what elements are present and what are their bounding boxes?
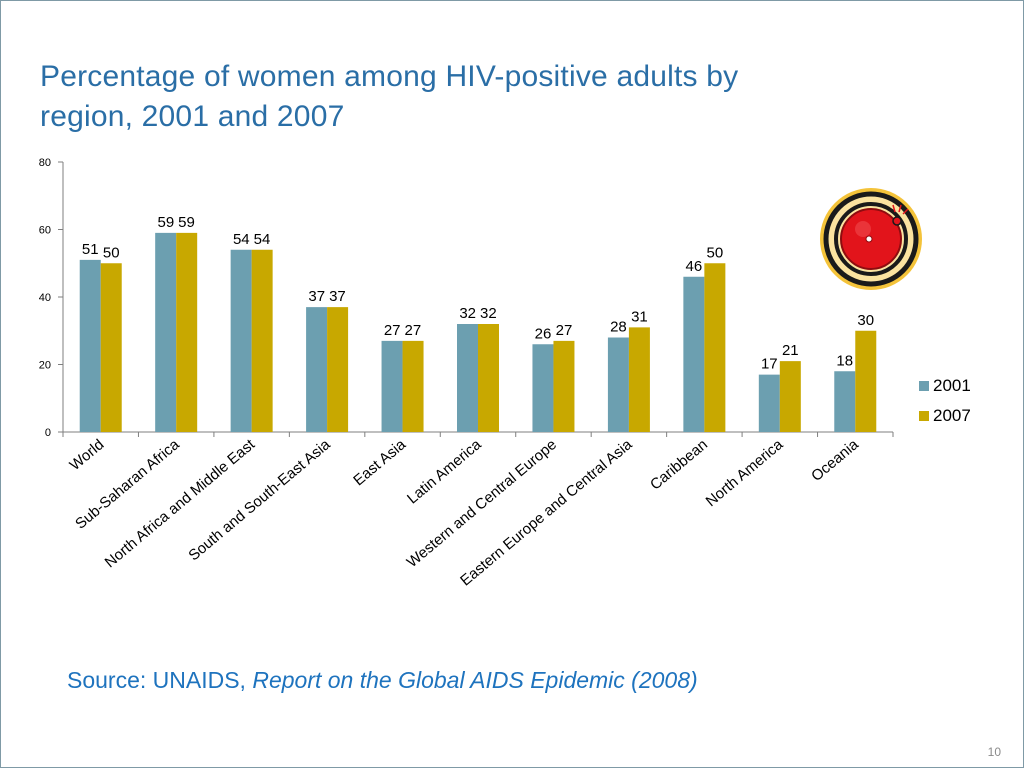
data-label-2001: 17 (761, 356, 778, 373)
source-note: Source: UNAIDS, Report on the Global AID… (67, 667, 698, 694)
x-category-label: North America (703, 436, 787, 511)
source-report-title: Report on the Global AIDS Epidemic (2008… (252, 667, 698, 693)
y-tick-label: 80 (39, 157, 51, 169)
data-label-2007: 59 (178, 214, 195, 231)
data-label-2001: 26 (535, 325, 552, 342)
bar-2001 (230, 249, 252, 432)
data-label-2001: 27 (384, 322, 401, 339)
title-line-2: region, 2001 and 2007 (40, 100, 345, 133)
data-label-2007: 32 (480, 305, 497, 322)
bar-2007 (402, 340, 424, 432)
x-category-label: Caribbean (647, 436, 711, 494)
x-category-label: Latin America (404, 436, 485, 508)
data-label-2007: 21 (782, 342, 799, 359)
bar-2007 (553, 340, 575, 432)
bar-2001 (381, 340, 403, 432)
source-prefix: Source: UNAIDS, (67, 667, 253, 693)
data-label-2001: 59 (157, 214, 174, 231)
chart-legend: 2001 2007 (919, 376, 971, 425)
bar-2001 (834, 371, 856, 432)
bar-2007 (176, 232, 198, 432)
data-label-2007: 54 (254, 231, 271, 248)
bar-2001 (607, 337, 629, 432)
page-number: 10 (987, 745, 1001, 759)
bar-2007 (779, 361, 801, 432)
bar-2007 (100, 263, 122, 432)
x-category-label: World (67, 436, 108, 474)
bar-2007 (704, 263, 726, 432)
data-label-2001: 32 (459, 305, 476, 322)
data-label-2007: 27 (556, 322, 573, 339)
data-label-2007: 31 (631, 308, 648, 325)
bar-2007 (478, 324, 499, 432)
data-label-2001: 51 (82, 241, 99, 258)
x-category-label: South and South-East Asia (185, 436, 334, 565)
bar-2007 (327, 307, 349, 432)
data-label-2001: 46 (686, 258, 703, 275)
legend-label-2007: 2007 (933, 406, 971, 425)
legend-swatch-2007 (919, 411, 929, 421)
bar-2001 (457, 324, 478, 432)
chart-title: Percentage of women among HIV-positive a… (40, 57, 820, 137)
bar-2001 (79, 259, 101, 432)
data-label-2007: 37 (329, 288, 346, 305)
title-line-1: Percentage of women among HIV-positive a… (40, 60, 739, 93)
y-tick-label: 20 (39, 360, 51, 372)
data-label-2007: 30 (857, 312, 874, 329)
x-category-label: Oceania (808, 436, 862, 485)
data-label-2001: 37 (308, 288, 325, 305)
legend-swatch-2001 (919, 381, 929, 391)
bar-2001 (532, 344, 554, 432)
data-label-2007: 27 (405, 322, 422, 339)
bar-2001 (683, 276, 705, 432)
alarm-bell-icon (820, 188, 922, 290)
x-category-label: Western and Central Europe (404, 436, 560, 571)
bar-2001 (155, 232, 177, 432)
y-tick-label: 60 (39, 225, 51, 237)
x-category-label: East Asia (350, 436, 409, 490)
bar-2007 (628, 327, 650, 432)
y-tick-label: 0 (45, 427, 51, 439)
legend-label-2001: 2001 (933, 376, 971, 395)
data-label-2001: 28 (610, 319, 627, 336)
data-label-2001: 54 (233, 231, 250, 248)
chart-bars (79, 232, 877, 432)
data-label-2001: 18 (836, 352, 853, 369)
bar-2007 (251, 249, 273, 432)
y-tick-label: 40 (39, 292, 51, 304)
data-label-2007: 50 (103, 244, 120, 261)
bar-2007 (855, 330, 877, 432)
bar-2001 (758, 374, 780, 432)
data-label-2007: 50 (707, 244, 724, 261)
bar-2001 (306, 307, 328, 432)
x-category-label: North Africa and Middle East (102, 436, 259, 572)
